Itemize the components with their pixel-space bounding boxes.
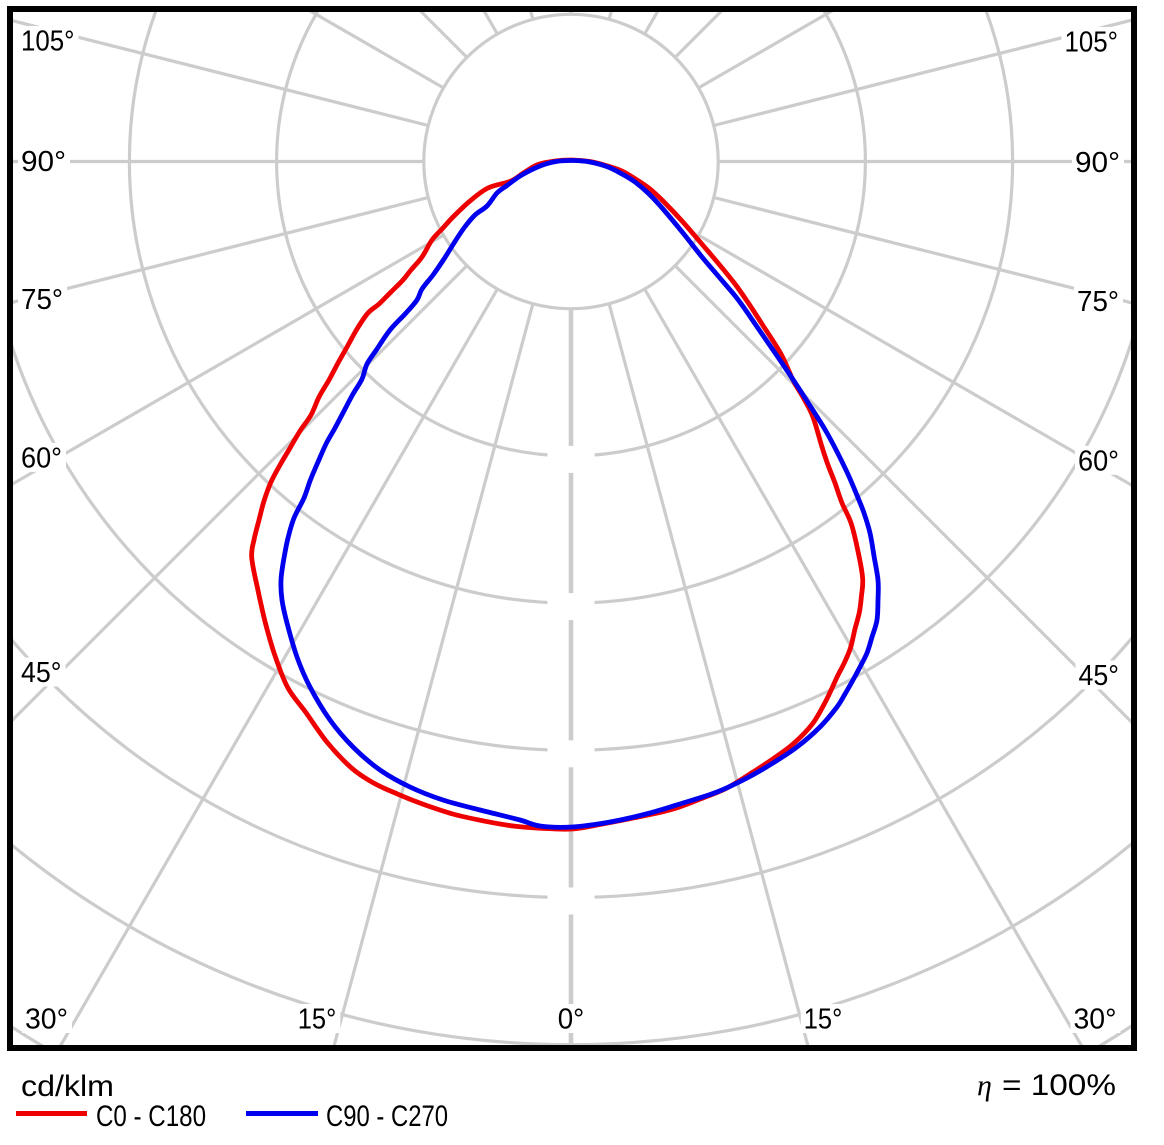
svg-text:0°: 0°: [558, 1004, 585, 1036]
svg-text:15°: 15°: [298, 1004, 337, 1036]
svg-text:η: η: [977, 1069, 992, 1102]
svg-text:105°: 105°: [1065, 27, 1119, 59]
svg-text:C90 - C270: C90 - C270: [326, 1100, 448, 1133]
svg-text:90°: 90°: [21, 146, 66, 178]
svg-text:cd/klm: cd/klm: [21, 1070, 114, 1103]
svg-text:75°: 75°: [1077, 286, 1119, 318]
svg-text:105°: 105°: [21, 26, 75, 58]
svg-text:30°: 30°: [1074, 1004, 1117, 1036]
svg-text:90°: 90°: [1075, 147, 1120, 179]
svg-text:60°: 60°: [1078, 446, 1119, 478]
svg-text:C0 - C180: C0 - C180: [96, 1100, 206, 1133]
svg-text:75°: 75°: [21, 284, 63, 316]
svg-text:45°: 45°: [21, 657, 62, 689]
svg-text:= 100%: = 100%: [1002, 1069, 1116, 1102]
svg-text:45°: 45°: [1079, 660, 1120, 692]
svg-text:60°: 60°: [21, 443, 62, 475]
svg-text:15°: 15°: [804, 1004, 843, 1036]
svg-text:30°: 30°: [25, 1004, 68, 1036]
